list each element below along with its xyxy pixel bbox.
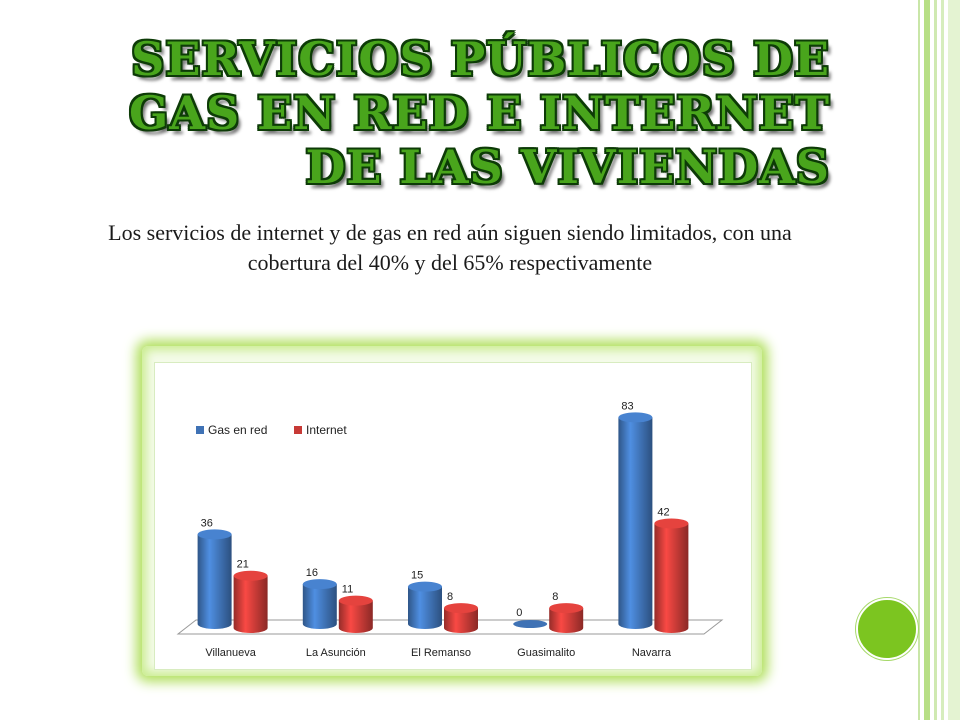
x-tick-label: Villanueva <box>205 647 256 659</box>
bar-internet <box>233 575 268 633</box>
bar-gas-en-red <box>618 417 653 629</box>
x-tick-label: Navarra <box>632 647 672 659</box>
data-label: 42 <box>657 506 669 518</box>
border-stripe <box>918 0 920 720</box>
bar-top <box>197 529 232 540</box>
x-tick-label: Guasimalito <box>517 647 575 659</box>
border-stripe <box>948 0 960 720</box>
legend-label: Internet <box>306 423 347 437</box>
data-label: 0 <box>516 607 522 619</box>
data-label: 83 <box>621 400 633 412</box>
slide-title: SERVICIOS PÚBLICOS DE GAS EN RED E INTER… <box>60 32 830 194</box>
slide-subtitle: Los servicios de internet y de gas en re… <box>108 220 792 275</box>
title-line-1: SERVICIOS PÚBLICOS DE <box>131 32 830 86</box>
border-stripe <box>941 0 944 720</box>
bar-top <box>338 595 373 606</box>
x-tick-label: El Remanso <box>411 647 471 659</box>
border-stripe <box>924 0 930 720</box>
data-label: 8 <box>447 591 453 603</box>
bar-gas-en-red <box>513 620 548 628</box>
data-label: 15 <box>411 570 423 582</box>
bar-gas-en-red <box>197 534 232 629</box>
data-label: 8 <box>552 591 558 603</box>
bar-top <box>233 570 268 581</box>
data-label: 36 <box>201 517 213 529</box>
bar-gas-en-red <box>302 584 337 629</box>
bar-top <box>618 412 653 423</box>
legend-swatch <box>196 426 204 434</box>
legend-label: Gas en red <box>208 423 267 437</box>
bar-internet <box>654 523 689 633</box>
bar-internet <box>549 608 584 633</box>
bar-top <box>302 579 337 590</box>
legend-swatch <box>294 426 302 434</box>
bar-top <box>654 518 689 529</box>
bar-top <box>549 603 584 614</box>
bar-internet <box>338 600 373 633</box>
bar-internet <box>444 608 478 633</box>
bar-top <box>408 581 442 592</box>
bar-top <box>444 603 478 614</box>
title-line-3: DE LAS VIVIENDAS <box>305 140 830 194</box>
decorative-circle <box>856 598 918 660</box>
data-label: 11 <box>342 584 353 596</box>
data-label: 21 <box>237 559 249 571</box>
bar-gas-en-red <box>408 586 442 629</box>
title-line-2: GAS EN RED E INTERNET <box>128 86 830 140</box>
data-label: 16 <box>306 567 318 579</box>
border-stripe <box>934 0 937 720</box>
x-tick-label: La Asunción <box>306 647 366 659</box>
